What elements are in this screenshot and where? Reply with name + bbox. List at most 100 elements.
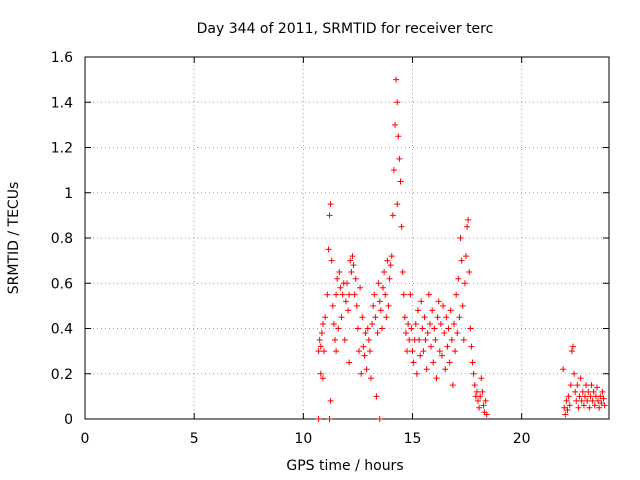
data-point (397, 178, 404, 185)
plot-frame (84, 56, 610, 420)
data-point (404, 348, 411, 355)
data-point (421, 314, 428, 321)
data-point (575, 404, 582, 411)
data-point (362, 330, 369, 337)
data-point (482, 397, 489, 404)
data-point (434, 314, 441, 321)
data-point (444, 343, 451, 350)
data-point (587, 393, 594, 400)
data-point (471, 382, 478, 389)
data-point (359, 314, 366, 321)
y-tick-label: 0.4 (51, 322, 73, 338)
data-point (561, 404, 568, 411)
data-point (407, 291, 414, 298)
data-point (417, 352, 424, 359)
data-point (363, 366, 370, 373)
data-point (457, 235, 464, 241)
data-point (410, 359, 417, 366)
y-tick-label: 1 (64, 186, 73, 202)
y-tick-label: 0.8 (51, 231, 73, 247)
data-point (441, 330, 448, 337)
data-point (476, 404, 483, 411)
data-point (373, 393, 380, 400)
data-point (375, 280, 382, 287)
data-point (584, 397, 591, 404)
data-point (395, 133, 402, 140)
data-point (438, 352, 445, 359)
data-point (446, 359, 453, 366)
y-tick-label: 1.6 (51, 50, 73, 66)
data-point (319, 375, 326, 382)
x-tick-label: 0 (81, 431, 90, 447)
data-point (399, 268, 406, 275)
data-point (383, 314, 390, 321)
data-point (420, 348, 427, 355)
data-point (424, 330, 431, 337)
data-point (324, 291, 331, 298)
data-point (357, 284, 364, 291)
data-point (381, 268, 388, 275)
data-point (423, 366, 430, 373)
data-point (565, 393, 572, 400)
y-tick-label: 1.2 (51, 141, 73, 157)
data-point (319, 320, 326, 327)
data-point (440, 302, 447, 309)
y-tick-labels: 0 0.2 0.4 0.6 0.8 1 1.2 1.4 1.6 (51, 50, 73, 428)
data-point (392, 121, 399, 128)
data-point (433, 375, 440, 382)
data-point (580, 402, 587, 409)
data-point (432, 336, 439, 343)
data-point (583, 382, 590, 389)
data-point (577, 375, 584, 382)
data-point (336, 268, 343, 275)
data-point (590, 388, 597, 395)
data-point (599, 388, 606, 395)
data-point (418, 298, 425, 305)
data-point (576, 393, 583, 400)
y-tick-label: 0 (64, 412, 73, 428)
data-point (426, 320, 433, 327)
data-point (353, 302, 360, 309)
data-point (567, 382, 574, 389)
data-point (436, 348, 443, 355)
x-axis-label: GPS time / hours (286, 458, 403, 474)
data-point (443, 314, 450, 321)
chart-title: Day 344 of 2011, SRMTID for receiver ter… (197, 21, 494, 37)
data-point (346, 359, 353, 366)
data-point (568, 348, 575, 355)
data-point (333, 348, 340, 355)
data-point (571, 370, 578, 377)
data-point (378, 325, 385, 332)
data-point (328, 257, 335, 264)
data-point (456, 314, 463, 321)
data-point (566, 402, 573, 409)
data-point (469, 359, 476, 366)
data-point (338, 314, 345, 321)
data-point (422, 336, 429, 343)
data-point (435, 298, 442, 305)
data-point (475, 397, 481, 404)
data-point (574, 382, 581, 389)
data-point (387, 262, 394, 269)
data-point (372, 314, 379, 321)
data-point (454, 330, 461, 337)
data-point (473, 388, 480, 395)
data-point (334, 275, 341, 282)
data-point (589, 397, 596, 404)
data-point (405, 320, 412, 327)
data-point (386, 275, 393, 282)
data-point (327, 201, 334, 208)
data-point (322, 314, 329, 321)
data-point (581, 393, 588, 400)
x-tick-label: 5 (190, 431, 199, 447)
data-point (360, 343, 367, 350)
data-point (406, 336, 413, 343)
data-point (317, 343, 324, 350)
data-point (390, 167, 397, 174)
data-point (461, 280, 468, 287)
data-point (331, 336, 338, 343)
data-point (389, 212, 396, 219)
data-point (321, 348, 328, 355)
data-point (400, 291, 407, 298)
data-point (596, 404, 603, 411)
